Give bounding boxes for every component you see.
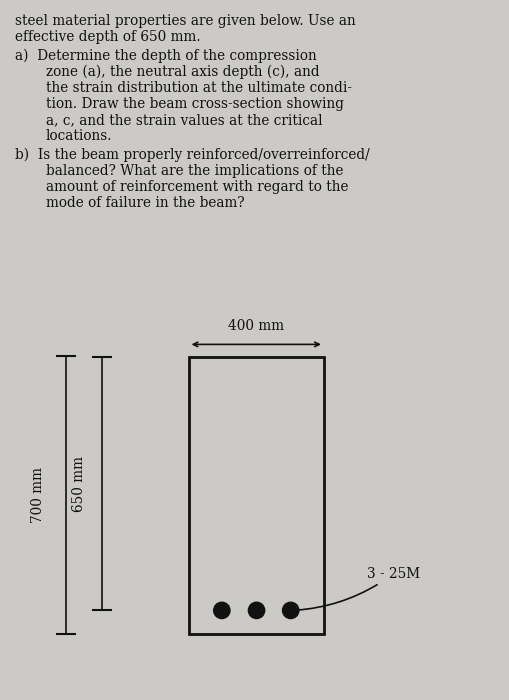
Text: the strain distribution at the ultimate condi-: the strain distribution at the ultimate …: [46, 81, 351, 95]
Text: zone (a), the neutral axis depth (c), and: zone (a), the neutral axis depth (c), an…: [46, 65, 319, 80]
Text: locations.: locations.: [46, 130, 112, 144]
Text: 3 - 25M: 3 - 25M: [295, 566, 419, 610]
Text: b)  Is the beam properly reinforced/overreinforced/: b) Is the beam properly reinforced/overr…: [15, 148, 370, 162]
Text: 400 mm: 400 mm: [228, 318, 284, 332]
Text: a)  Determine the depth of the compression: a) Determine the depth of the compressio…: [15, 49, 317, 64]
Text: mode of failure in the beam?: mode of failure in the beam?: [46, 196, 244, 210]
Text: a, c, and the strain values at the critical: a, c, and the strain values at the criti…: [46, 113, 322, 127]
Text: balanced? What are the implications of the: balanced? What are the implications of t…: [46, 164, 343, 178]
Text: amount of reinforcement with regard to the: amount of reinforcement with regard to t…: [46, 180, 348, 194]
Ellipse shape: [213, 602, 230, 619]
Text: tion. Draw the beam cross-section showing: tion. Draw the beam cross-section showin…: [46, 97, 343, 111]
Text: 700 mm: 700 mm: [31, 467, 45, 522]
Text: 650 mm: 650 mm: [72, 456, 86, 512]
Text: steel material properties are given below. Use an: steel material properties are given belo…: [15, 14, 355, 28]
Ellipse shape: [248, 602, 264, 619]
Bar: [188, 357, 323, 634]
Text: effective depth of 650 mm.: effective depth of 650 mm.: [15, 30, 201, 44]
Ellipse shape: [282, 602, 298, 619]
